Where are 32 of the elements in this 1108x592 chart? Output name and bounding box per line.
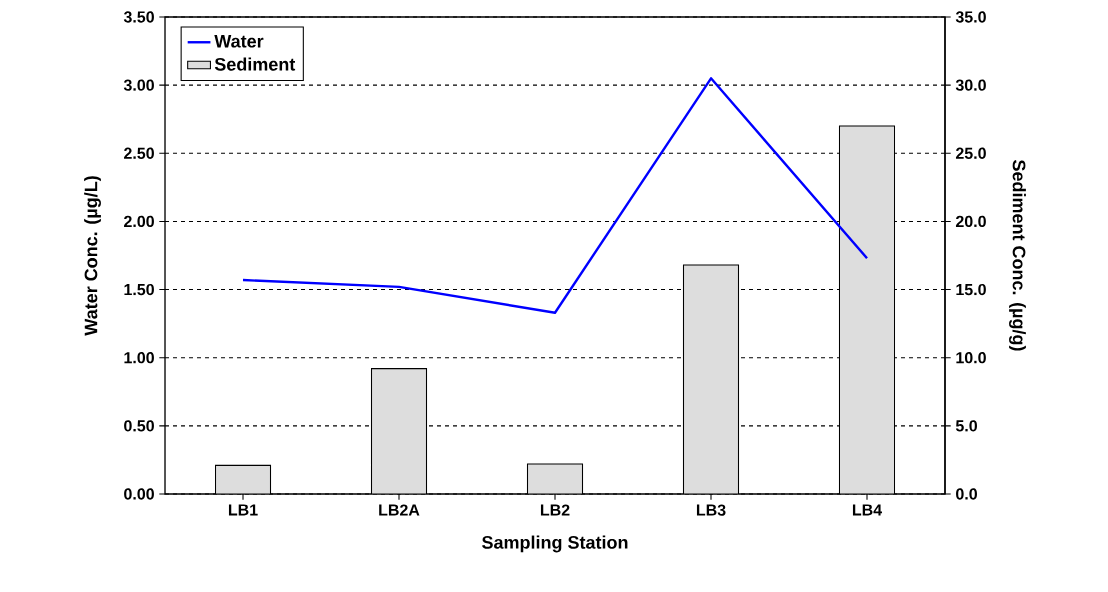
y-tick-label: 3.50 xyxy=(123,11,154,23)
legend-label: Sediment xyxy=(214,57,296,71)
x-tick-label: LB1 xyxy=(228,504,258,516)
bar xyxy=(214,464,272,494)
bar xyxy=(526,463,584,494)
y-tick-label: 2.50 xyxy=(124,147,154,159)
y2-axis-title: Sediment Conc. (µg/g) xyxy=(1009,159,1026,351)
bar xyxy=(838,125,896,494)
x-axis-title: Sampling Station xyxy=(482,535,628,553)
line-series xyxy=(241,77,869,314)
y2-tick-label: 5.0 xyxy=(955,420,977,432)
x-tick-label: LB3 xyxy=(696,504,726,516)
y-tick-label: 2.00 xyxy=(124,215,154,228)
y2-tick-label: 15.0 xyxy=(956,283,986,296)
x-tick-label: LB2A xyxy=(379,504,420,516)
y-axis-title: Water Conc. (µg/L) xyxy=(84,176,101,336)
x-tick-label: LB2 xyxy=(540,504,570,516)
y2-tick-label: 20.0 xyxy=(955,215,986,228)
y-tick-label: 1.00 xyxy=(124,352,154,364)
y-tick-label: 0.00 xyxy=(124,488,154,500)
legend-label: Water xyxy=(214,35,264,48)
y-tick-label: 1.50 xyxy=(124,283,154,296)
y2-tick-label: 10.0 xyxy=(956,352,986,364)
y-tick-label: 0.50 xyxy=(124,420,154,432)
y-tick-label: 3.00 xyxy=(123,79,154,91)
y2-tick-label: 25.0 xyxy=(955,147,986,159)
y2-tick-label: 30.0 xyxy=(955,79,986,91)
y2-tick-label: 0.0 xyxy=(956,488,977,500)
bar xyxy=(370,368,428,494)
bar xyxy=(682,264,740,494)
x-tick-label: LB4 xyxy=(852,504,883,516)
y2-tick-label: 35.0 xyxy=(955,11,986,23)
